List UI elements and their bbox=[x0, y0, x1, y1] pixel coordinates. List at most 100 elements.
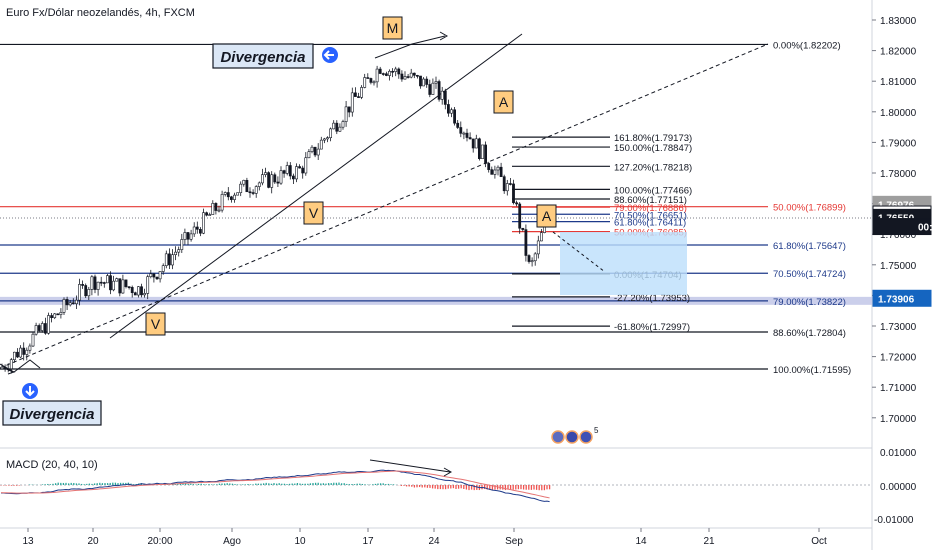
candle-body bbox=[400, 73, 404, 80]
candle-body bbox=[329, 128, 333, 138]
candle-body bbox=[217, 209, 221, 212]
candle-body bbox=[450, 109, 453, 114]
candle-body bbox=[350, 92, 354, 113]
price-tag-bg bbox=[872, 218, 932, 236]
candle-body bbox=[515, 202, 519, 205]
pattern-labels[interactable]: M A A V V bbox=[145, 16, 557, 336]
candle-body bbox=[254, 186, 258, 194]
candle-body bbox=[226, 192, 230, 198]
divergencia-top-box[interactable]: Divergencia bbox=[212, 43, 314, 69]
candle-body bbox=[369, 78, 373, 83]
chart-title: Euro Fx/Dólar neozelandés, 4h, FXCM bbox=[6, 7, 195, 19]
candle-body bbox=[205, 212, 209, 216]
candle-body bbox=[394, 68, 398, 72]
candle-body bbox=[310, 146, 314, 152]
candle-body bbox=[471, 138, 475, 149]
candle-body bbox=[146, 276, 150, 294]
candle-body bbox=[0, 366, 4, 370]
price-tag-bg bbox=[872, 289, 932, 307]
candle-body bbox=[459, 127, 463, 134]
candle-body bbox=[177, 249, 181, 253]
event-icons[interactable]: 5 bbox=[551, 426, 599, 444]
candle-body bbox=[109, 275, 112, 291]
candle-body bbox=[384, 73, 388, 76]
candle-body bbox=[81, 284, 85, 286]
candle-body bbox=[381, 73, 385, 75]
candle-body bbox=[102, 282, 106, 284]
macd-label: MACD (20, 40, 10) bbox=[6, 459, 98, 471]
label-m: M bbox=[387, 20, 399, 36]
candle-body bbox=[496, 166, 500, 171]
candle-body bbox=[453, 109, 457, 124]
candle-body bbox=[75, 299, 78, 305]
candle-body bbox=[214, 203, 218, 211]
divergencia-bottom-box[interactable]: Divergencia bbox=[2, 400, 102, 426]
signal-line bbox=[0, 470, 550, 499]
candle-body bbox=[406, 76, 410, 78]
candle-body bbox=[208, 214, 212, 216]
candle-body bbox=[391, 70, 395, 73]
candle-body bbox=[112, 280, 116, 291]
candle-body bbox=[40, 323, 44, 331]
candle-body bbox=[37, 325, 41, 331]
divergencia-bottom-label: Divergencia bbox=[9, 406, 94, 423]
candle-body bbox=[230, 196, 233, 200]
divergence-arrow bbox=[7, 369, 16, 375]
label-a-top: A bbox=[499, 94, 509, 110]
projection-box[interactable] bbox=[560, 232, 687, 295]
candle-body bbox=[137, 286, 140, 296]
candle-body bbox=[242, 179, 246, 185]
candle-body bbox=[521, 227, 525, 230]
x-tick-label: 10 bbox=[294, 536, 306, 547]
divergence-line-high bbox=[374, 35, 446, 59]
candle-body bbox=[301, 167, 305, 174]
candle-body bbox=[539, 232, 543, 242]
candle-body bbox=[412, 72, 416, 76]
candle-body bbox=[239, 183, 243, 194]
candle-body bbox=[530, 260, 534, 263]
candle-body bbox=[133, 292, 137, 296]
candle-body bbox=[332, 122, 336, 130]
candle-body bbox=[505, 183, 509, 192]
candle-body bbox=[443, 90, 447, 105]
candle-body bbox=[3, 366, 7, 369]
candle-body bbox=[347, 106, 351, 113]
candle-body bbox=[115, 278, 119, 282]
candle-body bbox=[202, 212, 205, 234]
candle-body bbox=[512, 183, 515, 204]
candle-body bbox=[338, 126, 342, 132]
candle-body bbox=[149, 273, 153, 277]
candle-body bbox=[50, 315, 54, 319]
candle-body bbox=[223, 192, 227, 195]
candle-body bbox=[484, 144, 488, 164]
trend-lines[interactable] bbox=[0, 31, 872, 375]
time-axis[interactable]: 13 20 20:00 Ago 10 17 24 Sep 14 21 Oct bbox=[22, 528, 827, 547]
candle-body bbox=[158, 271, 162, 280]
label-a-bottom: A bbox=[542, 208, 552, 224]
candle-body bbox=[71, 302, 75, 305]
candle-body bbox=[164, 253, 168, 266]
candle-body bbox=[388, 70, 391, 76]
candle-body bbox=[295, 166, 298, 180]
fib-ext-label: 61.80%(1.76411) bbox=[614, 218, 686, 229]
candle-body bbox=[409, 72, 413, 78]
label-v-low-box bbox=[145, 312, 166, 336]
candle-body bbox=[251, 192, 255, 194]
macd-divergence-arrow bbox=[369, 459, 453, 477]
candle-body bbox=[121, 279, 125, 294]
x-tick-label: 20 bbox=[87, 536, 99, 547]
y-tick-label: 1.78000 bbox=[880, 169, 917, 180]
candle-body bbox=[428, 84, 432, 95]
y-tick-label: 1.72000 bbox=[880, 353, 917, 364]
label-a-bottom-box bbox=[536, 204, 557, 228]
candle-body bbox=[366, 77, 370, 79]
candle-body bbox=[130, 287, 134, 294]
candle-body bbox=[25, 349, 29, 355]
x-tick-label: 17 bbox=[362, 536, 374, 547]
candle-body bbox=[140, 286, 143, 296]
divergence-line-low bbox=[0, 359, 41, 373]
fib-retracement-main[interactable]: 0.00%(1.82202) 50.00%(1.76899) 61.80%(1.75… bbox=[0, 40, 872, 376]
fib-ext-label: 127.20%(1.78218) bbox=[614, 162, 692, 173]
fib-level-label: 70.50%(1.74724) bbox=[773, 269, 846, 280]
